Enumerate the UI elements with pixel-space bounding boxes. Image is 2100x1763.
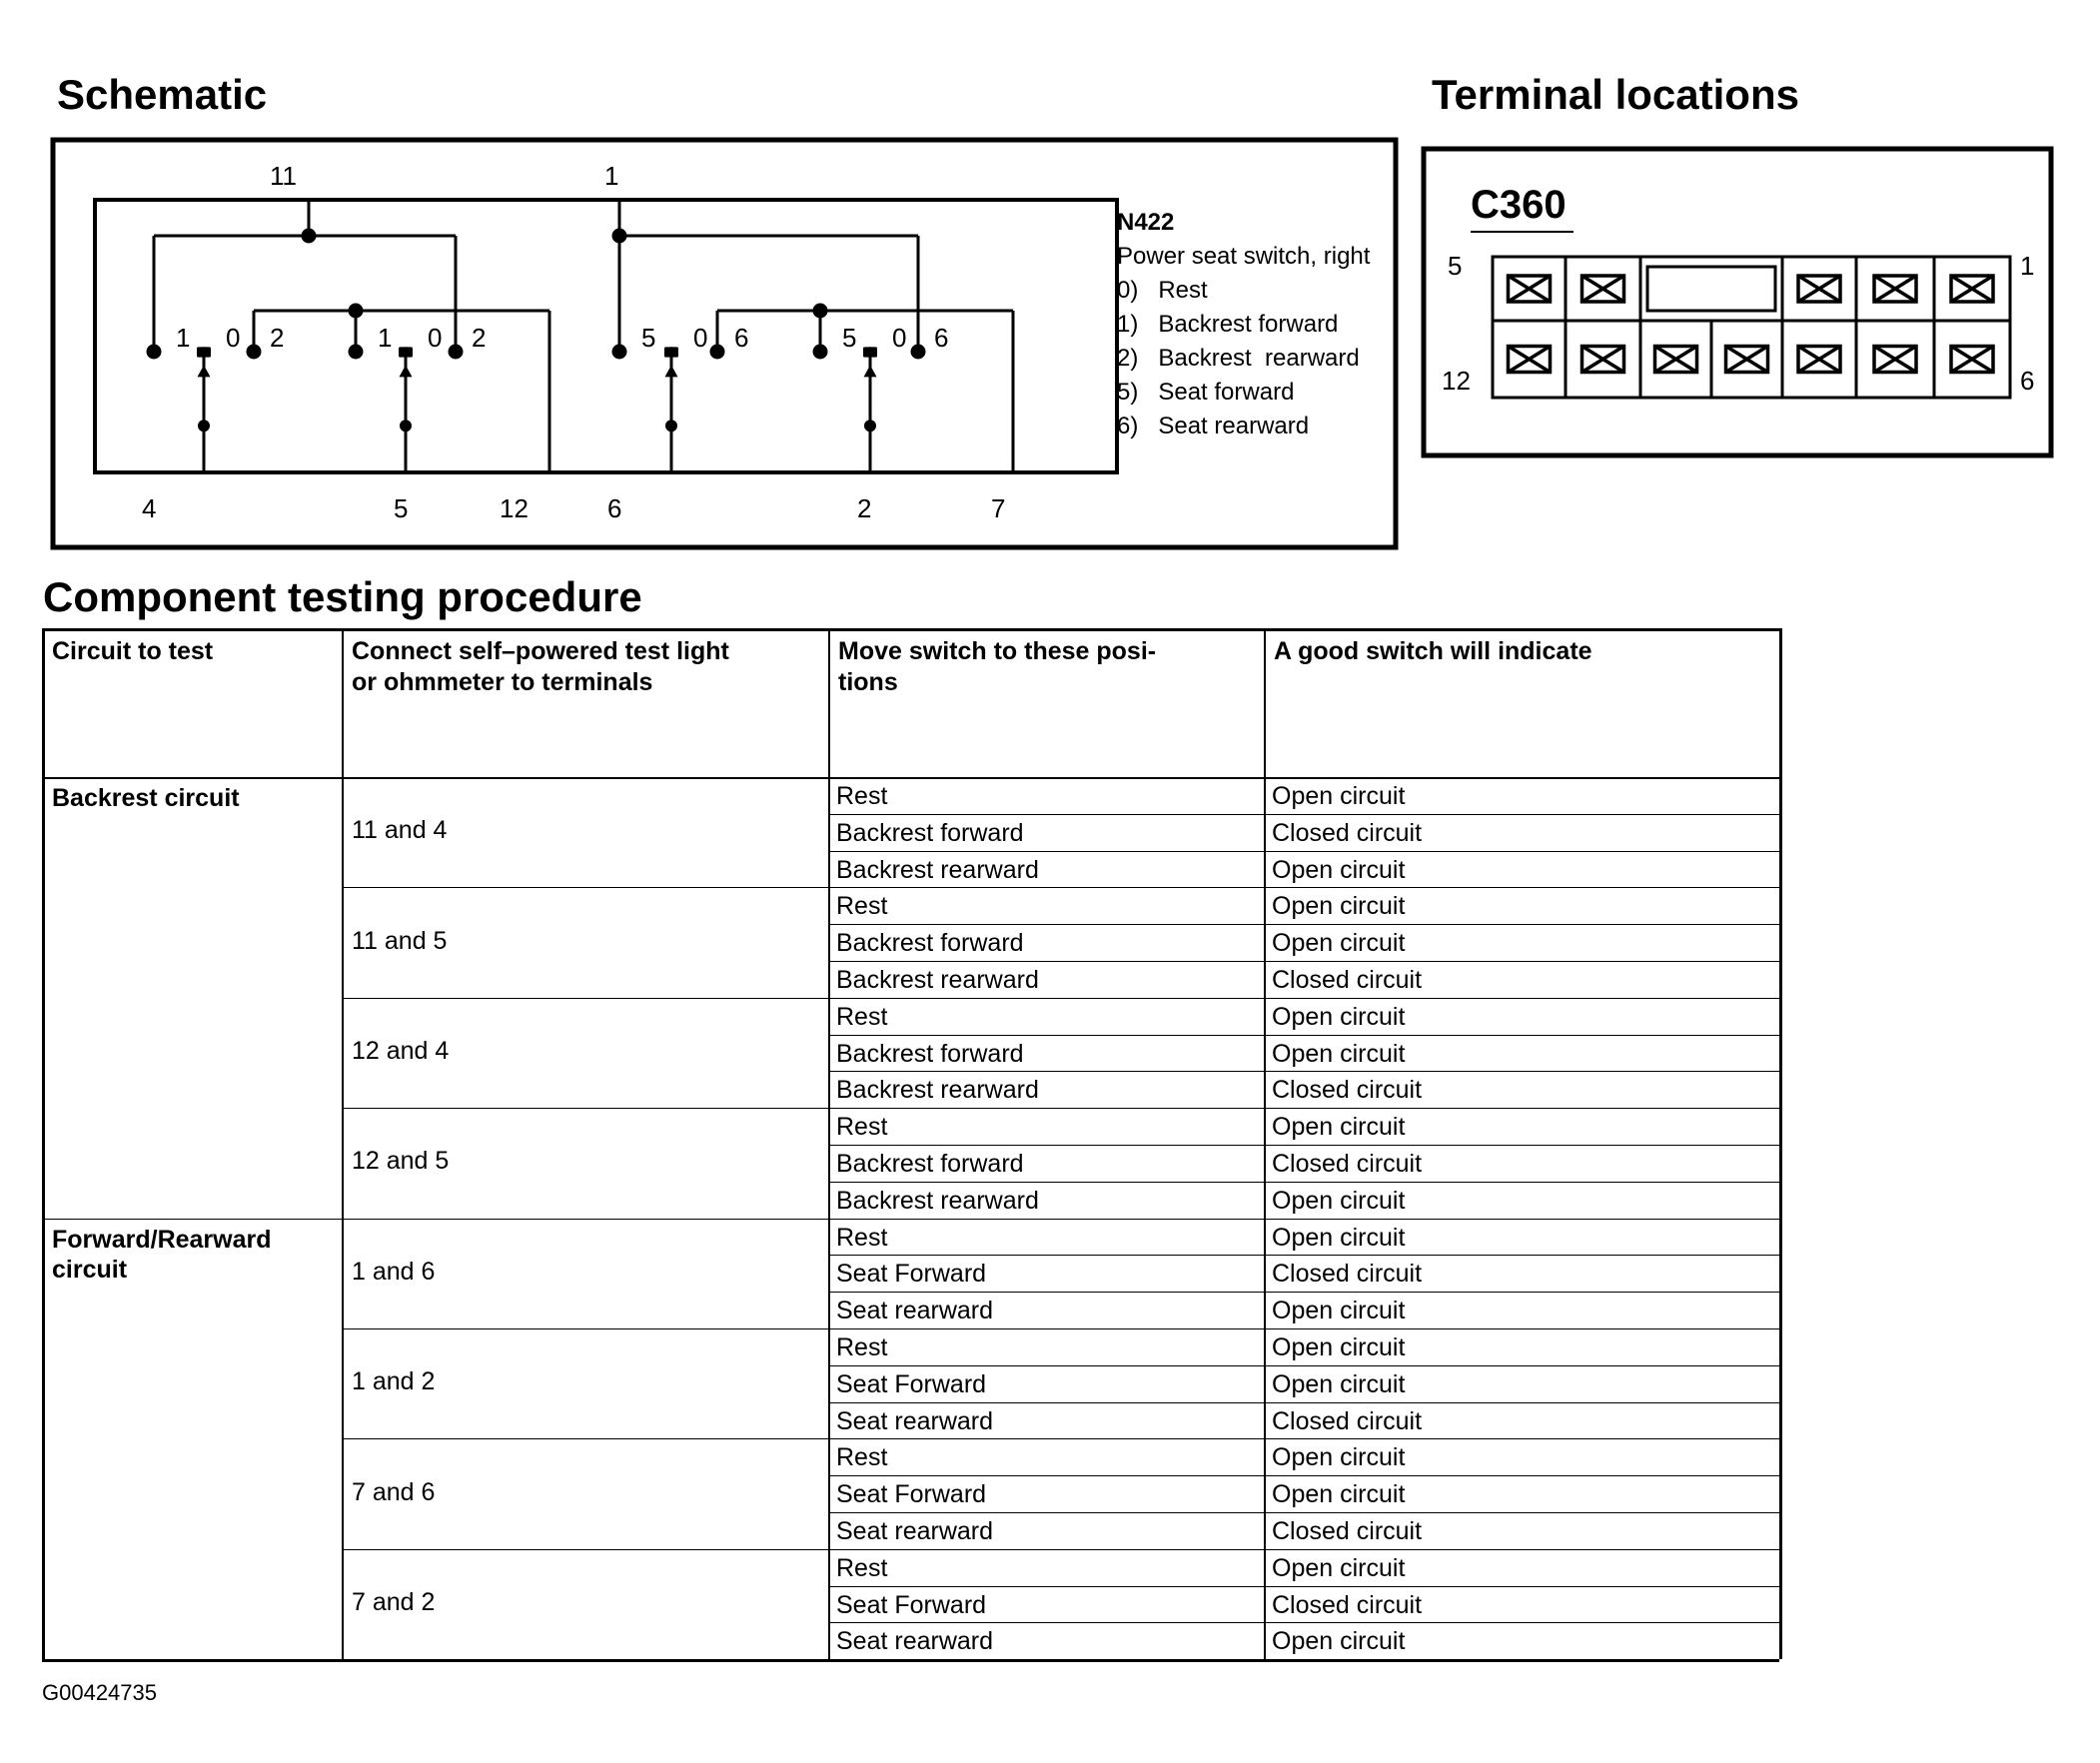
svg-text:1: 1	[2020, 251, 2034, 281]
svg-text:12: 12	[1442, 366, 1471, 396]
svg-text:C360: C360	[1471, 183, 1567, 227]
svg-text:5: 5	[1448, 251, 1462, 281]
svg-text:6: 6	[2020, 366, 2034, 396]
